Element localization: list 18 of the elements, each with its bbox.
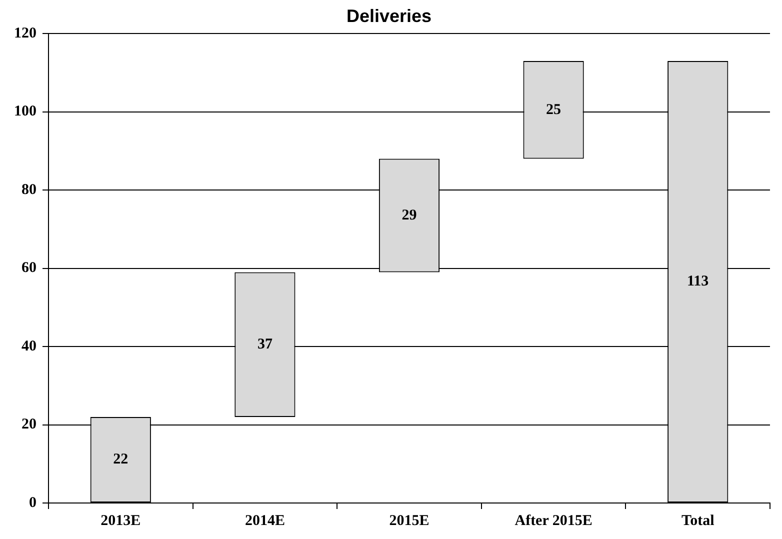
y-tick-label: 0 <box>29 494 36 511</box>
y-tick-label: 20 <box>22 416 36 433</box>
data-label: 25 <box>546 102 562 118</box>
data-label: 37 <box>257 336 273 352</box>
y-tick-label: 40 <box>22 338 36 354</box>
x-tick-label: 2013E <box>100 512 141 529</box>
data-label: 29 <box>402 207 417 224</box>
x-tick-label: 2014E <box>244 512 285 529</box>
y-tick-label: 100 <box>14 104 36 120</box>
y-tick-label: 60 <box>22 260 36 276</box>
x-tick-label: After 2015E <box>514 512 592 529</box>
x-tick-label: Total <box>681 512 714 529</box>
chart-title: Deliveries <box>346 6 432 26</box>
data-label: 22 <box>113 452 128 468</box>
x-tick-label: 2015E <box>389 512 430 529</box>
data-label: 113 <box>687 274 709 290</box>
y-tick-label: 80 <box>22 182 36 198</box>
y-tick-label: 120 <box>14 25 36 42</box>
